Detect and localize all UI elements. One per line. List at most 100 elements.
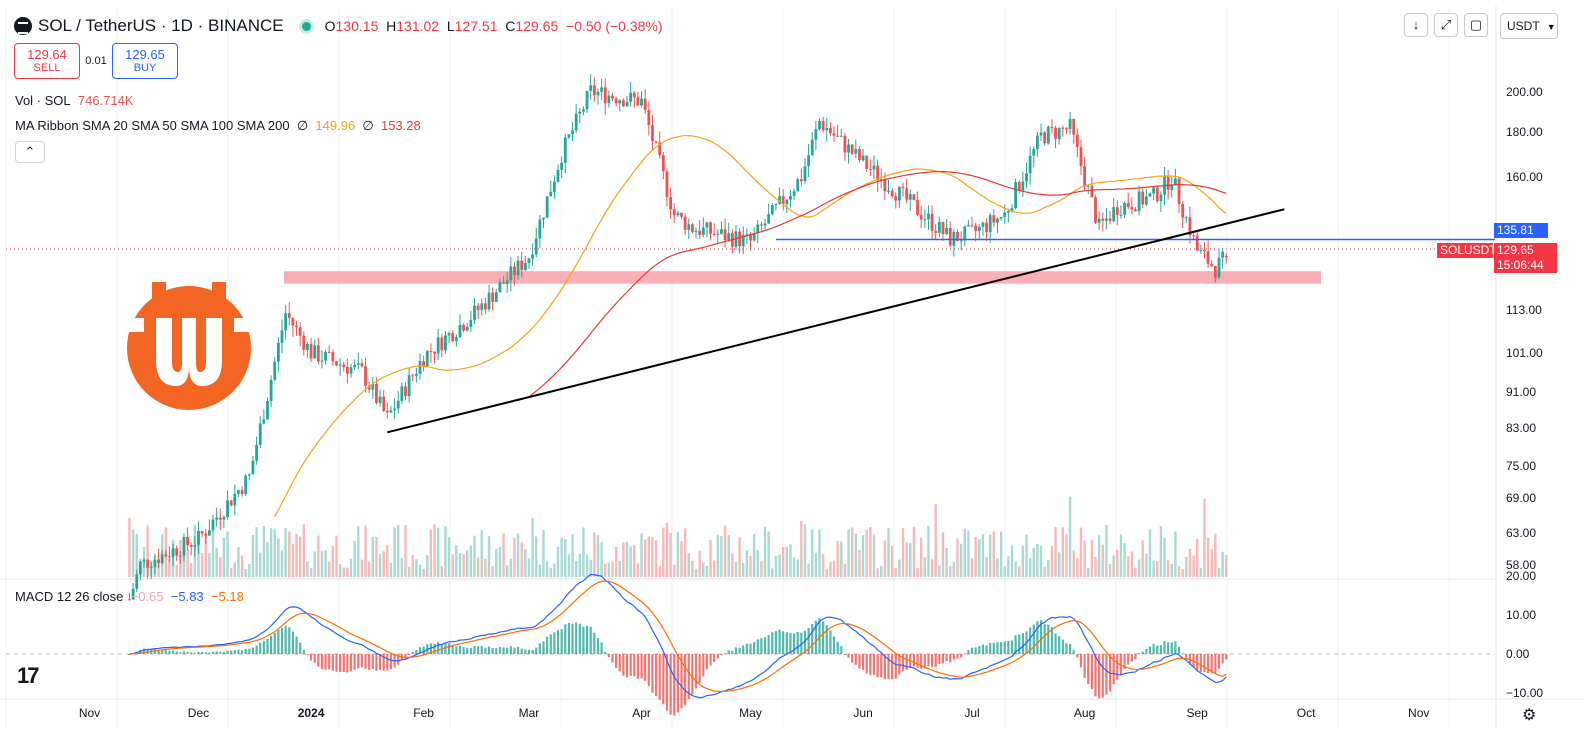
candle-body bbox=[563, 137, 567, 163]
macd-histogram-bar bbox=[1199, 654, 1202, 673]
price-tick-label: 69.00 bbox=[1506, 491, 1537, 506]
candle-body bbox=[636, 97, 640, 106]
macd-histogram-bar bbox=[208, 652, 211, 654]
sma-200-line bbox=[528, 170, 1227, 398]
macd-histogram-bar bbox=[938, 654, 941, 664]
volume-bar bbox=[502, 533, 505, 577]
candle-body bbox=[567, 134, 571, 138]
macd-histogram-bar bbox=[164, 650, 167, 654]
candle-body bbox=[502, 282, 505, 284]
time-tick-label: Feb bbox=[413, 706, 434, 720]
collapse-legend-button[interactable]: ⌃ bbox=[15, 141, 45, 163]
screenshot-icon[interactable]: ▢ bbox=[1464, 13, 1488, 37]
volume-bar bbox=[1105, 525, 1108, 577]
macd-histogram-bar bbox=[673, 654, 676, 716]
candle-body bbox=[720, 229, 723, 234]
macd-histogram-bar bbox=[974, 647, 977, 654]
candle-body bbox=[393, 408, 396, 411]
candle-body bbox=[908, 194, 912, 200]
volume-bar bbox=[825, 568, 828, 577]
volume-bar bbox=[818, 529, 821, 577]
volume-bar bbox=[905, 542, 908, 577]
arrow-down-icon[interactable]: ↓ bbox=[1404, 13, 1428, 37]
candle-body bbox=[959, 240, 963, 242]
macd-histogram-bar bbox=[179, 652, 182, 654]
candle-body bbox=[200, 531, 204, 534]
currency-select[interactable]: USDT ▼ bbox=[1500, 13, 1558, 39]
buy-button[interactable]: 129.65 BUY bbox=[112, 43, 178, 79]
candle-body bbox=[741, 234, 745, 247]
macd-histogram-bar bbox=[342, 654, 345, 672]
macd-histogram-bar bbox=[600, 642, 603, 654]
macd-legend[interactable]: MACD 12 26 close −0.65 −5.83 −5.18 bbox=[15, 589, 244, 604]
candle-body bbox=[705, 222, 709, 228]
candle-body bbox=[807, 155, 811, 167]
macd-signal-line bbox=[129, 580, 1227, 693]
volume-bar bbox=[803, 524, 807, 577]
ma-ribbon-legend[interactable]: MA Ribbon SMA 20 SMA 50 SMA 100 SMA 200 … bbox=[15, 118, 421, 134]
volume-bar bbox=[967, 530, 970, 577]
ohlc-close: 129.65 bbox=[515, 18, 559, 34]
volume-bar bbox=[1021, 545, 1025, 577]
volume-bar bbox=[484, 558, 487, 577]
volume-bar bbox=[832, 560, 836, 577]
gear-icon[interactable]: ⚙ bbox=[1522, 707, 1537, 724]
macd-histogram-bar bbox=[389, 654, 393, 670]
sell-button[interactable]: 129.64 SELL bbox=[14, 43, 80, 79]
candle-body bbox=[1025, 173, 1028, 182]
candle-body bbox=[963, 226, 967, 241]
volume-bar bbox=[752, 533, 756, 577]
volume-bar bbox=[978, 539, 981, 577]
symbol-title[interactable]: SOL / TetherUS · 1D · BINANCE bbox=[38, 16, 284, 35]
volume-bar bbox=[200, 552, 204, 577]
volume-bar bbox=[636, 563, 640, 577]
tradingview-logo-icon[interactable]: 17 bbox=[17, 663, 40, 688]
expand-icon[interactable]: ⤢ bbox=[1434, 13, 1458, 37]
volume-legend[interactable]: Vol · SOL 746.714K bbox=[15, 93, 134, 108]
candle-body bbox=[324, 351, 327, 361]
macd-histogram-bar bbox=[593, 632, 596, 654]
macd-tick-label: 20.00 bbox=[1506, 569, 1537, 583]
macd-histogram-bar bbox=[901, 654, 905, 671]
macd-histogram-bar bbox=[880, 654, 883, 678]
macd-histogram-bar bbox=[789, 633, 792, 654]
volume-bar bbox=[531, 517, 534, 577]
macd-histogram-bar bbox=[339, 654, 342, 672]
candle-body bbox=[872, 165, 876, 170]
volume-bar bbox=[600, 542, 603, 577]
macd-histogram-bar bbox=[767, 635, 770, 654]
macd-histogram-bar bbox=[814, 620, 817, 654]
volume-bar bbox=[785, 546, 789, 577]
candle-body bbox=[727, 233, 731, 241]
volume-bar bbox=[1087, 568, 1090, 577]
macd-histogram-bar bbox=[970, 647, 974, 654]
volume-bar bbox=[763, 526, 767, 577]
macd-histogram-bar bbox=[658, 654, 661, 700]
candle-body bbox=[1072, 118, 1076, 135]
volume-bar bbox=[1123, 543, 1126, 577]
volume-bar bbox=[1126, 556, 1130, 577]
candle-body bbox=[1057, 127, 1061, 140]
macd-histogram-bar bbox=[349, 654, 353, 672]
candle-body bbox=[683, 216, 687, 230]
candle-body bbox=[934, 230, 938, 233]
volume-bar bbox=[912, 526, 916, 577]
macd-histogram-bar bbox=[738, 647, 741, 654]
candle-body bbox=[1119, 214, 1123, 216]
candle-body bbox=[919, 214, 923, 220]
candle-body bbox=[353, 364, 357, 368]
volume-bar bbox=[426, 555, 429, 577]
candle-body bbox=[792, 191, 796, 196]
macd-histogram-bar bbox=[731, 650, 734, 654]
volume-bar bbox=[992, 531, 996, 577]
time-tick-label: Apr bbox=[632, 706, 651, 720]
macd-histogram-bar bbox=[822, 621, 825, 654]
volume-bar bbox=[1145, 553, 1148, 577]
buy-price: 129.65 bbox=[125, 47, 165, 62]
macd-histogram-bar bbox=[447, 643, 451, 654]
ohlc-change: −0.50 (−0.38%) bbox=[566, 18, 663, 34]
volume-bar bbox=[324, 550, 327, 577]
chevron-down-icon: ▼ bbox=[1546, 22, 1556, 32]
volume-bar bbox=[593, 532, 596, 577]
